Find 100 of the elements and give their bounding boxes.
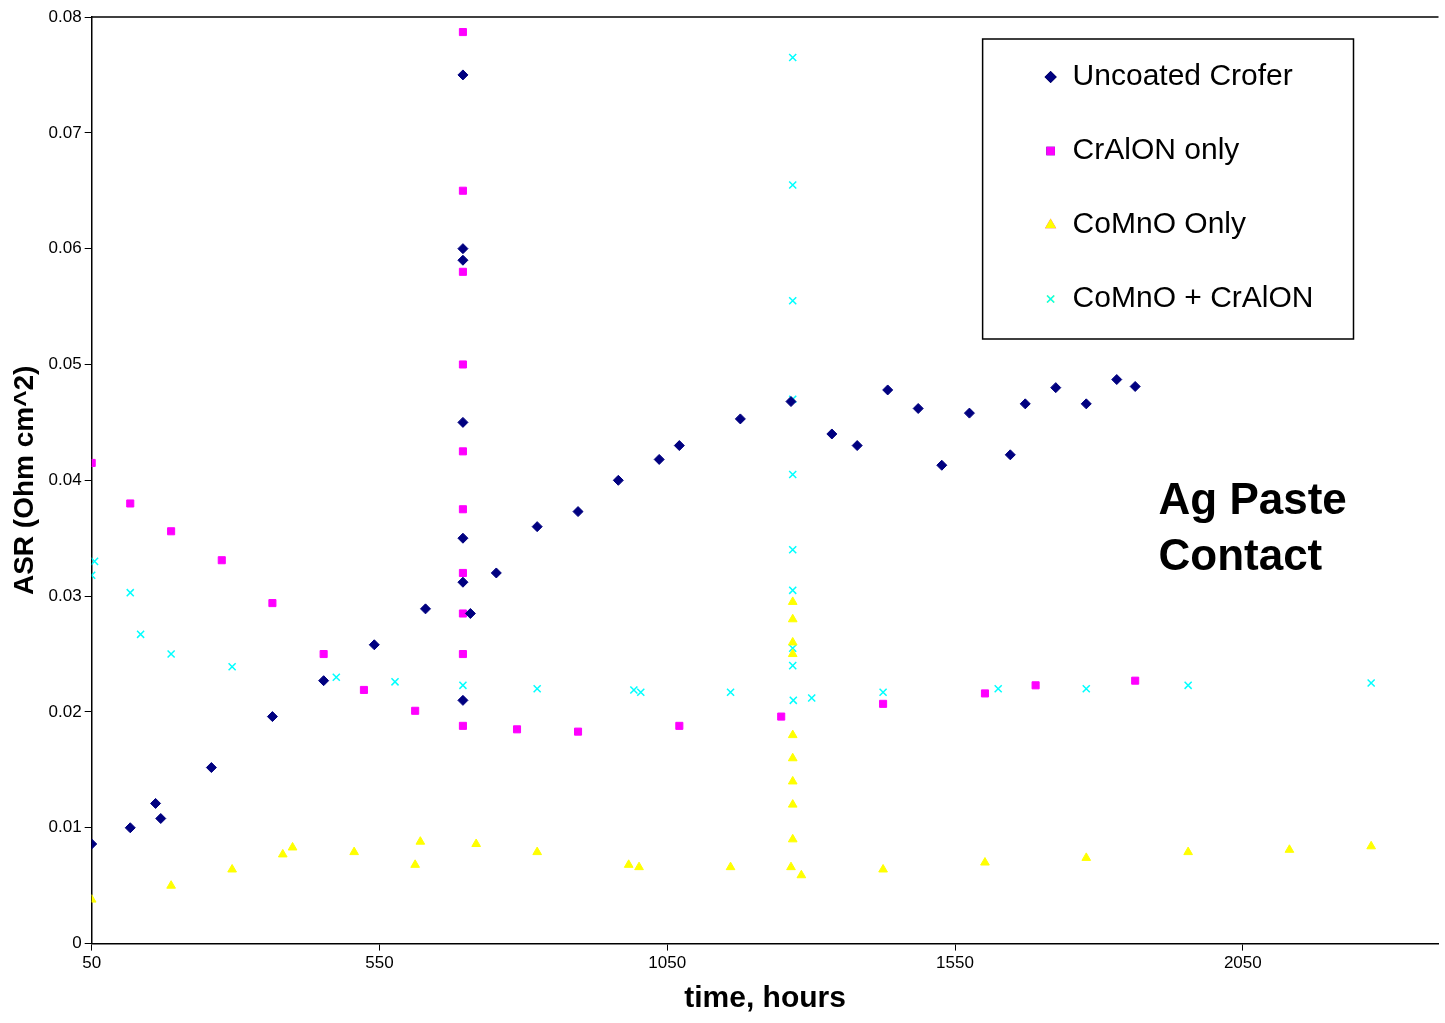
x-tick-label: 50 bbox=[82, 953, 102, 973]
point bbox=[268, 599, 277, 608]
point bbox=[136, 630, 145, 639]
point bbox=[126, 499, 135, 508]
point bbox=[458, 505, 467, 514]
legend-label: CoMnO + CrAlON bbox=[1072, 280, 1314, 314]
y-tick-label: 0.08 bbox=[48, 6, 82, 26]
point bbox=[368, 639, 380, 651]
point bbox=[277, 848, 288, 858]
point bbox=[1081, 852, 1092, 861]
point bbox=[675, 721, 684, 730]
x-tick-label: 2050 bbox=[1223, 953, 1262, 973]
x-tick-label: 1550 bbox=[936, 953, 974, 973]
point bbox=[471, 838, 481, 847]
point bbox=[1004, 449, 1016, 461]
y-tick-label: 0 bbox=[72, 933, 82, 953]
legend-label: Uncoated Crofer bbox=[1072, 58, 1293, 92]
point bbox=[879, 699, 888, 708]
y-tick-label: 0.01 bbox=[48, 817, 82, 837]
point bbox=[457, 576, 469, 588]
point bbox=[878, 687, 888, 697]
point bbox=[359, 685, 368, 694]
point bbox=[532, 846, 542, 856]
point bbox=[787, 799, 798, 808]
point bbox=[166, 880, 176, 889]
point bbox=[217, 556, 226, 565]
point bbox=[458, 186, 467, 195]
point bbox=[415, 836, 426, 845]
y-tick-label: 0.07 bbox=[48, 122, 82, 142]
point bbox=[878, 863, 888, 873]
point bbox=[574, 727, 583, 736]
point bbox=[1284, 844, 1295, 853]
point bbox=[788, 586, 798, 595]
point bbox=[788, 180, 798, 190]
x-tick-label: 1050 bbox=[648, 953, 687, 973]
point bbox=[980, 689, 989, 698]
point bbox=[787, 729, 798, 739]
point bbox=[912, 402, 924, 414]
point bbox=[1131, 676, 1140, 685]
point bbox=[410, 859, 420, 868]
point bbox=[457, 243, 469, 255]
point bbox=[980, 857, 990, 866]
point bbox=[1080, 398, 1092, 410]
point bbox=[512, 725, 522, 734]
point bbox=[788, 53, 798, 62]
point bbox=[167, 527, 176, 536]
point bbox=[1111, 374, 1123, 386]
point bbox=[124, 822, 136, 834]
point bbox=[963, 407, 975, 419]
point bbox=[787, 752, 798, 762]
point bbox=[1129, 380, 1141, 392]
point bbox=[464, 608, 476, 619]
y-tick-label: 0.04 bbox=[48, 469, 82, 489]
point bbox=[1366, 840, 1376, 850]
x-tick-label: 550 bbox=[365, 953, 394, 973]
point bbox=[725, 861, 736, 871]
point bbox=[1081, 684, 1091, 694]
point bbox=[349, 846, 359, 856]
point bbox=[490, 567, 502, 579]
point bbox=[807, 693, 816, 703]
point bbox=[287, 841, 298, 851]
point bbox=[1050, 382, 1062, 394]
point bbox=[125, 588, 135, 597]
point bbox=[318, 675, 330, 687]
point bbox=[634, 861, 644, 871]
point bbox=[457, 69, 469, 81]
point bbox=[532, 684, 542, 694]
point bbox=[777, 712, 786, 721]
point bbox=[457, 694, 469, 706]
x-axis-title: time, hours bbox=[684, 980, 846, 1014]
point bbox=[227, 662, 237, 672]
point bbox=[390, 677, 400, 687]
point bbox=[612, 474, 624, 486]
point bbox=[788, 394, 798, 404]
point bbox=[734, 413, 746, 425]
point bbox=[789, 696, 798, 705]
point bbox=[629, 685, 639, 695]
point bbox=[851, 440, 863, 452]
point bbox=[411, 706, 420, 715]
point bbox=[788, 661, 798, 670]
point bbox=[458, 568, 467, 577]
point bbox=[787, 833, 798, 843]
point bbox=[787, 648, 798, 658]
point bbox=[458, 447, 467, 456]
point bbox=[1366, 678, 1376, 688]
point bbox=[826, 428, 838, 440]
point bbox=[457, 532, 469, 544]
point bbox=[572, 506, 584, 518]
annotation: Ag Paste Contact bbox=[1158, 474, 1347, 579]
point bbox=[1183, 846, 1193, 856]
point bbox=[786, 861, 796, 871]
point bbox=[993, 684, 1003, 694]
point bbox=[787, 775, 798, 785]
point bbox=[155, 813, 167, 825]
point bbox=[227, 863, 237, 873]
legend-label: CrAlON only bbox=[1072, 132, 1240, 166]
point bbox=[1019, 398, 1031, 410]
point bbox=[458, 28, 467, 37]
point bbox=[420, 603, 432, 615]
y-tick-label: 0.03 bbox=[48, 585, 82, 605]
